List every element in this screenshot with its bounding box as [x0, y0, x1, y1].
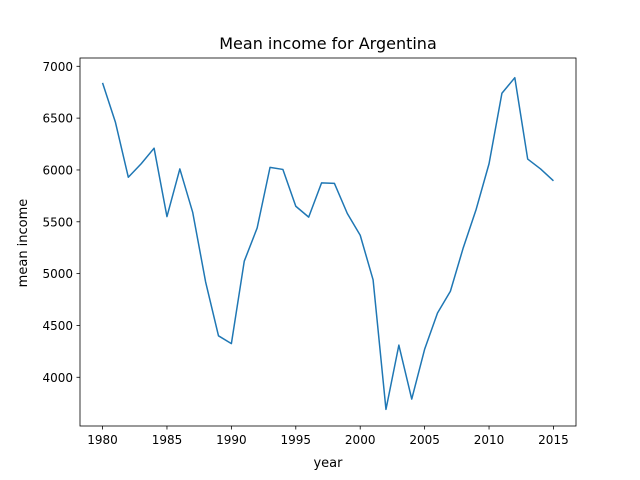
y-axis-label: mean income	[16, 199, 31, 288]
y-tick-label: 7000	[42, 60, 73, 74]
y-tick-label: 4500	[42, 319, 73, 333]
x-tick-label: 2010	[474, 433, 505, 447]
plot-area: 1980 1985 1990 1995 2000 2005 2010 2015 4000 4500…	[42, 57, 577, 447]
x-tick-label: 1995	[281, 433, 312, 447]
x-tick-label: 2005	[409, 433, 440, 447]
x-tick-label: 2015	[538, 433, 569, 447]
y-tick-label: 6000	[42, 163, 73, 177]
x-tick-label: 2000	[345, 433, 376, 447]
x-tick-label: 1990	[216, 433, 247, 447]
series-line-0	[101, 76, 554, 411]
y-tick-label: 5500	[42, 215, 73, 229]
chart-title: Mean income for Argentina	[219, 34, 437, 53]
y-tick-label: 4000	[42, 371, 73, 385]
y-tick-label: 6500	[42, 112, 73, 126]
x-tick-label: 1985	[152, 433, 183, 447]
axes-frame	[79, 57, 577, 427]
y-tick-label: 5000	[42, 267, 73, 281]
x-axis-label: year	[313, 456, 343, 471]
x-tick-label: 1980	[87, 433, 118, 447]
